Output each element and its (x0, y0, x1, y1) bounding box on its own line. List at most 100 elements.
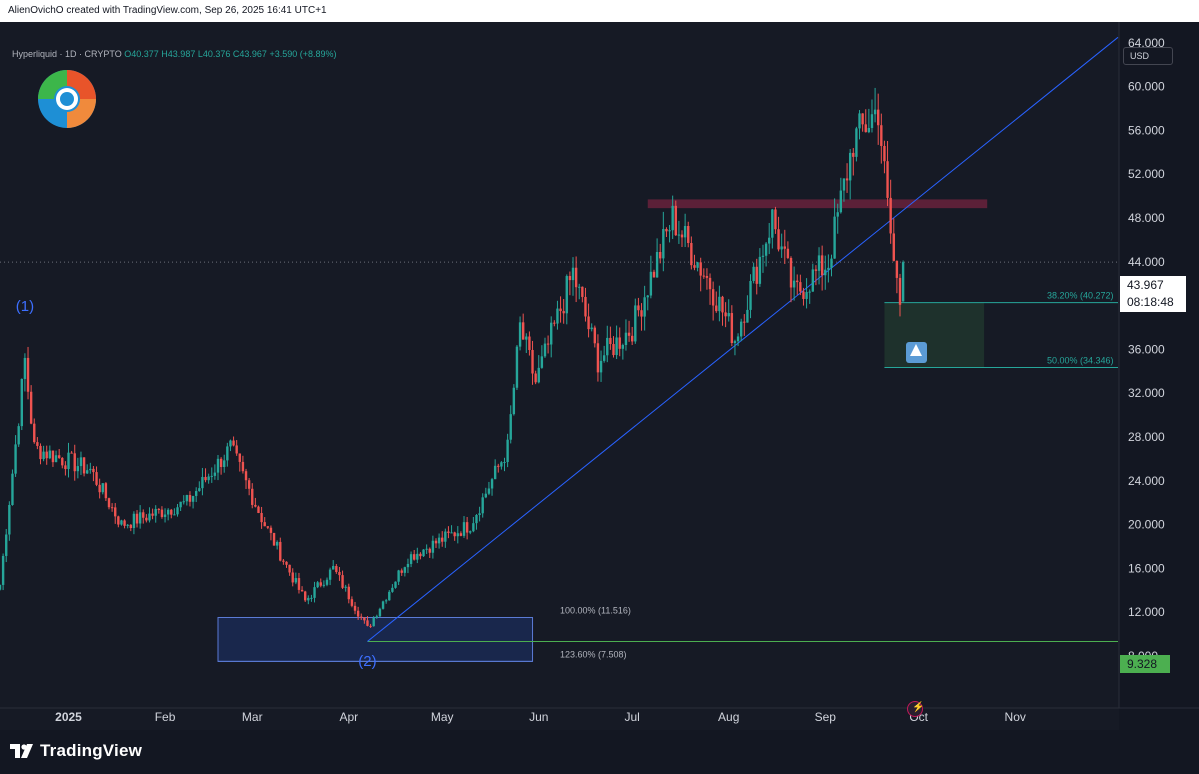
tradingview-logo[interactable]: TradingView (10, 741, 142, 761)
candle-body (624, 332, 628, 346)
candle-body (33, 423, 36, 443)
candle-body (194, 491, 198, 496)
candle-body (833, 216, 836, 259)
x-tick-label: Nov (1005, 710, 1026, 724)
candle-body (839, 190, 843, 213)
candle-body (48, 450, 52, 459)
candle-body (257, 506, 260, 513)
candle-body (129, 524, 132, 529)
candle-body (378, 608, 382, 617)
candle-body (687, 226, 690, 243)
candle-body (191, 495, 195, 502)
x-tick-label: May (431, 710, 454, 724)
candle-body (553, 322, 556, 324)
candle-body (419, 553, 422, 557)
candle-body (758, 256, 762, 284)
candle-body (39, 445, 42, 460)
candle-body (138, 512, 142, 524)
candle-body (743, 321, 746, 323)
candle-body (612, 344, 615, 356)
lightning-icon[interactable]: ⚡ (907, 701, 924, 717)
candle-body (173, 514, 176, 516)
x-tick-label: Feb (155, 710, 176, 724)
x-tick-label: Aug (718, 710, 739, 724)
candle-body (503, 462, 506, 464)
candle-body (166, 509, 170, 515)
candle-body (344, 586, 347, 588)
candle-body (188, 495, 192, 502)
candle-body (391, 587, 394, 592)
y-tick-label: 64.000 (1128, 36, 1165, 50)
candle-body (17, 426, 20, 445)
candle-body (42, 451, 45, 460)
candle-body (525, 336, 528, 340)
attribution-bar: AlienOvichO created with TradingView.com… (0, 0, 1199, 22)
candle-body (746, 309, 749, 323)
candle-body (300, 589, 304, 592)
candle-body (157, 508, 161, 510)
candle-body (132, 513, 136, 529)
candle-body (730, 313, 734, 344)
candle-body (721, 296, 724, 313)
candle-body (662, 228, 665, 259)
candle-body (752, 266, 755, 281)
candle-body (176, 507, 179, 515)
candle-body (444, 531, 447, 542)
candle-body (95, 472, 98, 485)
candle-body (229, 440, 232, 447)
chart-area[interactable]: 100.00% (11.516) 123.60% (7.508) 38.20% (4… (0, 22, 1199, 730)
candle-body (447, 531, 450, 533)
x-tick-label: Mar (242, 710, 263, 724)
candle-body (578, 286, 581, 288)
candle-body (500, 462, 503, 467)
y-tick-label: 20.000 (1128, 518, 1165, 532)
candle-body (360, 616, 363, 618)
candle-body (652, 271, 656, 278)
y-tick-label: 52.000 (1128, 167, 1165, 181)
candle-body (873, 109, 877, 115)
currency-button[interactable]: USD (1123, 47, 1173, 65)
last-price-label: 43.967 08:18:48 (1120, 276, 1186, 312)
candle-body (665, 228, 668, 232)
candle-body (285, 561, 288, 565)
support-box (217, 616, 534, 662)
candle-body (170, 509, 173, 515)
candle-body (70, 452, 73, 454)
candle-body (537, 367, 540, 383)
candle-body (135, 513, 139, 524)
candle-body (45, 451, 48, 459)
candle-body (783, 246, 786, 249)
buy-arrow-icon[interactable] (906, 342, 927, 363)
y-tick-label: 24.000 (1128, 474, 1165, 488)
candle-body (198, 488, 201, 492)
candle-body (182, 501, 185, 503)
symbol-info: Hyperliquid · 1D · CRYPTO O40.377 H43.98… (12, 49, 337, 59)
fib-label: 100.00% (11.516) (560, 605, 631, 615)
y-tick-label: 60.000 (1128, 80, 1165, 94)
tradingview-logo-text: TradingView (40, 741, 143, 760)
lines (0, 36, 1119, 662)
candle-body (593, 327, 597, 344)
candle-body (898, 277, 902, 305)
candle-body (630, 335, 634, 342)
candle-body (82, 457, 86, 474)
candle-body (671, 205, 674, 231)
candle-body (680, 234, 684, 238)
candle-body (20, 378, 23, 427)
candle-body (609, 337, 612, 345)
candle-body (437, 537, 441, 544)
candle-body (23, 357, 27, 379)
candle-body (870, 114, 874, 128)
candle-body (718, 296, 721, 312)
candle-body (303, 591, 307, 601)
candle-body (749, 280, 752, 310)
chart-svg[interactable]: 100.00% (11.516) 123.60% (7.508) 38.20% (4… (0, 22, 1199, 730)
candle-body (400, 570, 403, 573)
y-tick-label: 32.000 (1128, 386, 1165, 400)
candle-body (226, 446, 229, 461)
ohlc-close: C43.967 (232, 49, 267, 59)
candle-body (450, 532, 453, 534)
candle-body (179, 501, 182, 508)
symbol-exchange: CRYPTO (84, 49, 122, 59)
candle-body (811, 269, 815, 292)
